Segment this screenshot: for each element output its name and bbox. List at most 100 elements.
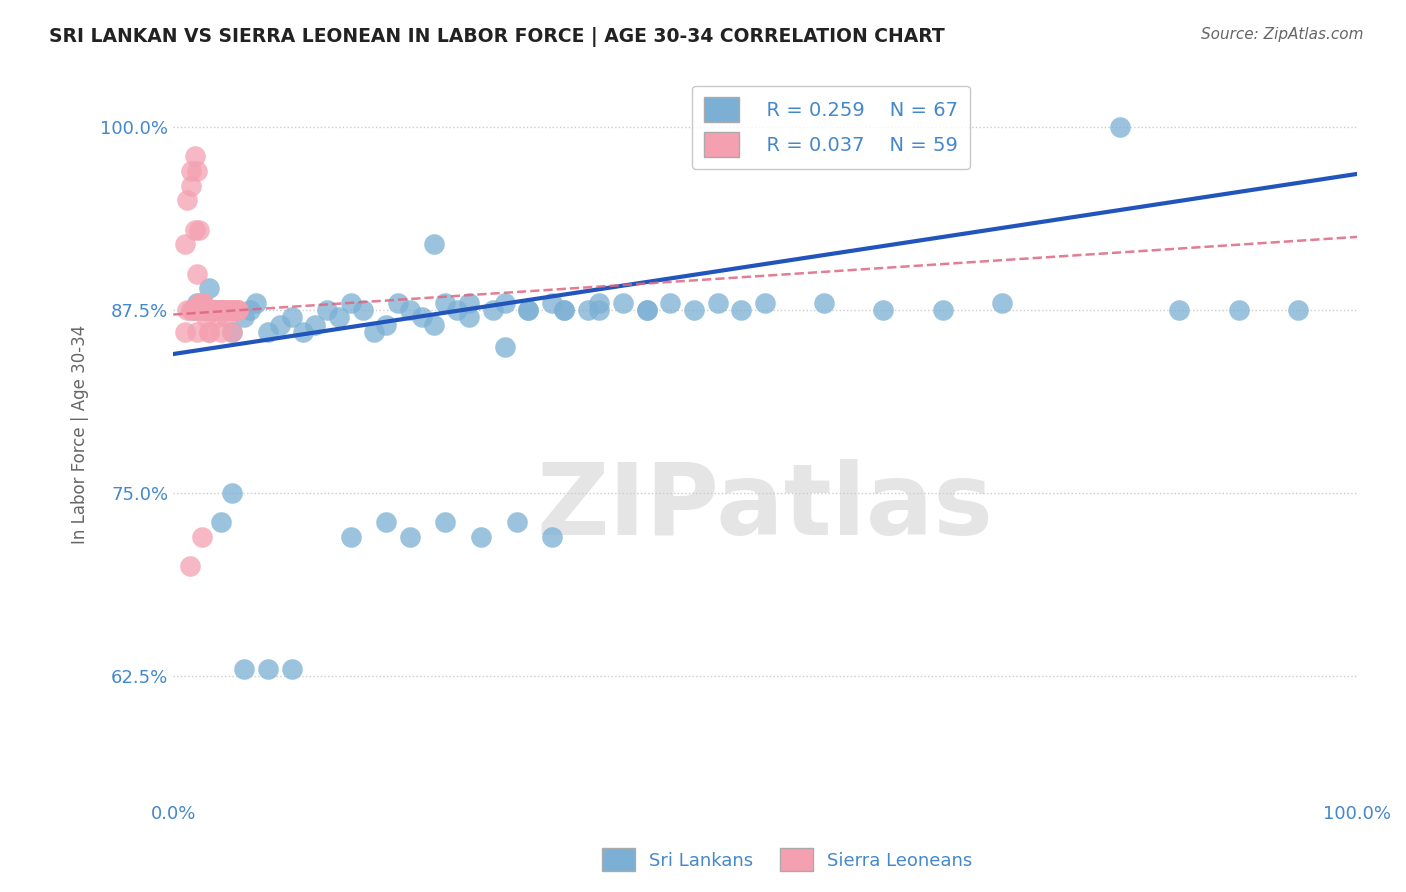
Point bbox=[190, 530, 212, 544]
Point bbox=[209, 303, 232, 318]
Point bbox=[200, 303, 222, 318]
Point bbox=[553, 303, 575, 318]
Point bbox=[207, 310, 229, 325]
Point bbox=[316, 303, 339, 318]
Point bbox=[434, 516, 457, 530]
Point bbox=[422, 237, 444, 252]
Point bbox=[204, 303, 226, 318]
Point bbox=[269, 318, 291, 332]
Point bbox=[280, 310, 302, 325]
Point bbox=[257, 662, 280, 676]
Point bbox=[188, 303, 211, 318]
Point bbox=[186, 267, 208, 281]
Point bbox=[659, 295, 682, 310]
Point bbox=[212, 303, 235, 318]
Point bbox=[482, 303, 505, 318]
Point bbox=[197, 303, 219, 318]
Point bbox=[209, 303, 232, 318]
Point bbox=[176, 303, 198, 318]
Point bbox=[193, 303, 215, 318]
Point bbox=[576, 303, 599, 318]
Point bbox=[219, 303, 242, 318]
Legend:   R = 0.259    N = 67,   R = 0.037    N = 59: R = 0.259 N = 67, R = 0.037 N = 59 bbox=[692, 86, 970, 169]
Point bbox=[245, 295, 267, 310]
Point bbox=[191, 303, 214, 318]
Point bbox=[209, 303, 232, 318]
Point bbox=[215, 303, 238, 318]
Point bbox=[224, 303, 246, 318]
Point bbox=[186, 164, 208, 178]
Text: Source: ZipAtlas.com: Source: ZipAtlas.com bbox=[1201, 27, 1364, 42]
Point bbox=[204, 303, 226, 318]
Point bbox=[706, 295, 728, 310]
Point bbox=[219, 852, 242, 866]
Point bbox=[176, 194, 198, 208]
Point bbox=[205, 303, 228, 318]
Point bbox=[422, 318, 444, 332]
Point bbox=[517, 303, 540, 318]
Point bbox=[257, 325, 280, 339]
Point bbox=[239, 303, 262, 318]
Point bbox=[363, 325, 385, 339]
Point bbox=[931, 303, 953, 318]
Point bbox=[683, 303, 706, 318]
Point bbox=[541, 530, 564, 544]
Point bbox=[387, 295, 409, 310]
Legend: Sri Lankans, Sierra Leoneans: Sri Lankans, Sierra Leoneans bbox=[595, 841, 980, 879]
Point bbox=[221, 325, 243, 339]
Point bbox=[588, 295, 610, 310]
Point bbox=[612, 295, 634, 310]
Point bbox=[195, 310, 218, 325]
Point bbox=[233, 662, 256, 676]
Point bbox=[446, 303, 468, 318]
Point bbox=[221, 303, 243, 318]
Point bbox=[184, 303, 207, 318]
Point bbox=[339, 295, 361, 310]
Point bbox=[183, 222, 205, 236]
Point bbox=[180, 178, 202, 193]
Point bbox=[188, 295, 211, 310]
Point bbox=[202, 303, 225, 318]
Point bbox=[215, 310, 238, 325]
Point bbox=[458, 295, 481, 310]
Point bbox=[991, 295, 1014, 310]
Point bbox=[179, 559, 201, 574]
Point bbox=[217, 303, 239, 318]
Point bbox=[180, 303, 202, 318]
Point bbox=[197, 325, 219, 339]
Point bbox=[304, 318, 326, 332]
Point bbox=[221, 325, 243, 339]
Point bbox=[188, 222, 211, 236]
Point bbox=[183, 303, 205, 318]
Point bbox=[399, 530, 422, 544]
Point bbox=[174, 325, 197, 339]
Point bbox=[292, 325, 315, 339]
Point bbox=[339, 530, 361, 544]
Point bbox=[191, 295, 214, 310]
Point bbox=[730, 303, 752, 318]
Point bbox=[191, 295, 214, 310]
Point bbox=[636, 303, 658, 318]
Point bbox=[411, 310, 433, 325]
Point bbox=[207, 303, 229, 318]
Point bbox=[209, 516, 232, 530]
Point bbox=[636, 303, 658, 318]
Y-axis label: In Labor Force | Age 30-34: In Labor Force | Age 30-34 bbox=[72, 325, 89, 544]
Point bbox=[204, 303, 226, 318]
Point bbox=[813, 295, 835, 310]
Point bbox=[494, 295, 516, 310]
Point bbox=[494, 340, 516, 354]
Point bbox=[1227, 303, 1250, 318]
Point bbox=[458, 310, 481, 325]
Point bbox=[174, 237, 197, 252]
Point bbox=[212, 303, 235, 318]
Point bbox=[228, 303, 250, 318]
Point bbox=[186, 325, 208, 339]
Point bbox=[375, 318, 398, 332]
Point bbox=[399, 303, 422, 318]
Point bbox=[181, 303, 204, 318]
Point bbox=[553, 303, 575, 318]
Point bbox=[221, 486, 243, 500]
Point bbox=[183, 149, 205, 163]
Point bbox=[226, 303, 249, 318]
